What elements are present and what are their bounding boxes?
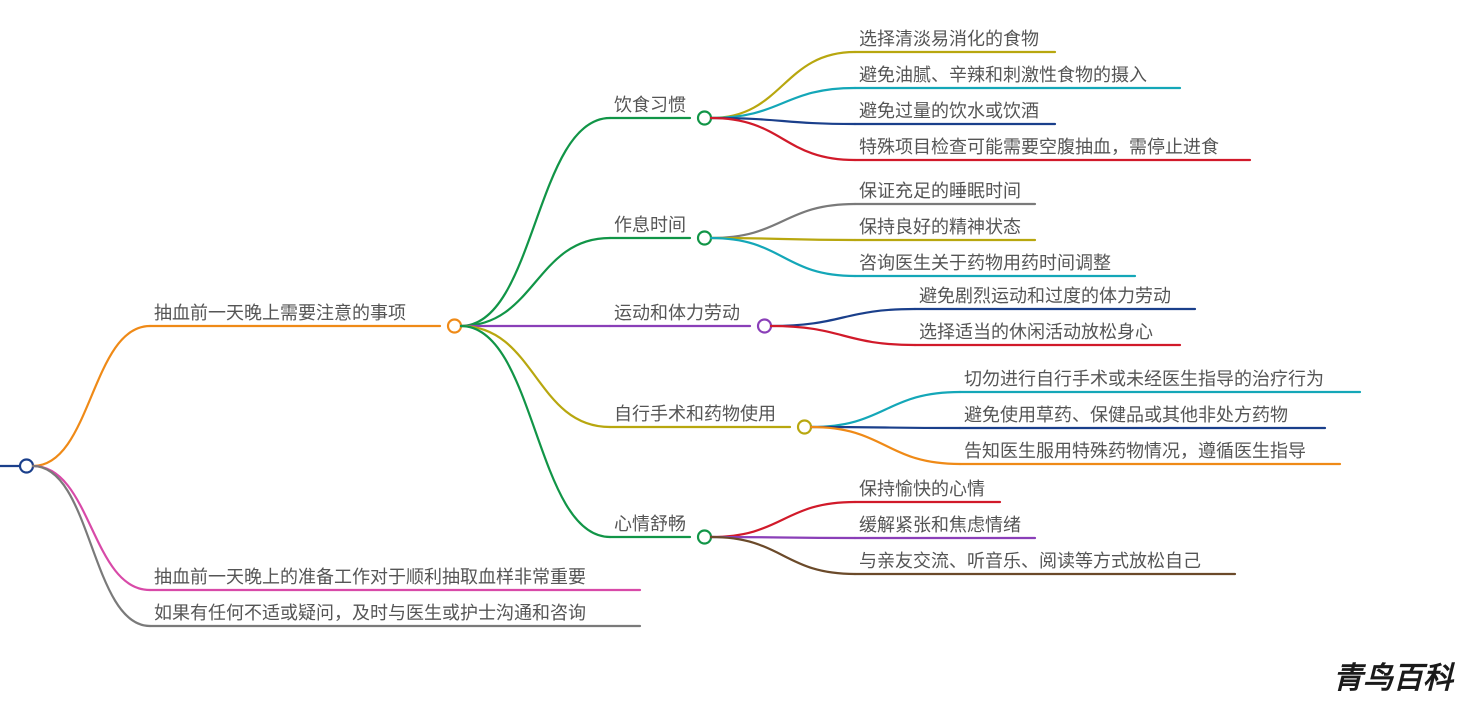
mindmap-canvas: 抽血前一天晚上需要注意的事项 饮食习惯 选择清淡易消化的食物避免油腻、辛辣和刺激性食…: [0, 0, 1483, 715]
edge: [711, 204, 855, 238]
edge: [461, 326, 610, 537]
edge: [33, 466, 150, 590]
node-circle-icon: [698, 232, 711, 245]
node-label: 抽血前一天晚上的准备工作对于顺利抽取血样非常重要: [154, 567, 586, 587]
edge: [33, 466, 150, 626]
node-circle-icon: [698, 112, 711, 125]
node-label: 心情舒畅: [614, 514, 686, 534]
edge: [461, 326, 610, 427]
edge: [711, 537, 855, 574]
node-label: 与亲友交流、听音乐、阅读等方式放松自己: [859, 551, 1201, 571]
node-label: 保持愉快的心情: [859, 479, 985, 499]
node-label: 缓解紧张和焦虑情绪: [859, 515, 1021, 535]
node-label: 饮食习惯: [614, 95, 686, 115]
node-label: 如果有任何不适或疑问，及时与医生或护士沟通和咨询: [154, 603, 586, 623]
node-label: 作息时间: [614, 215, 686, 235]
node-circle-icon: [798, 421, 811, 434]
edge: [811, 427, 960, 464]
edge: [711, 88, 855, 118]
node-label: 避免油腻、辛辣和刺激性食物的摄入: [859, 65, 1147, 85]
node-circle-icon: [448, 320, 461, 333]
edge: [811, 392, 960, 427]
node-label: 自行手术和药物使用: [614, 404, 776, 424]
node-label: 告知医生服用特殊药物情况，遵循医生指导: [964, 441, 1306, 461]
edge: [711, 502, 855, 537]
node-circle-icon: [20, 460, 33, 473]
node-label: 避免剧烈运动和过度的体力劳动: [919, 286, 1171, 306]
watermark: 青鸟百科: [1333, 653, 1453, 697]
node-circle-icon: [698, 531, 711, 544]
node-label: 运动和体力劳动: [614, 303, 740, 323]
edge: [711, 52, 855, 118]
node-circle-icon: [758, 320, 771, 333]
node-label: 选择适当的休闲活动放松身心: [919, 322, 1153, 342]
edge: [771, 326, 915, 345]
edge: [461, 238, 610, 326]
node-label: 避免过量的饮水或饮酒: [859, 101, 1039, 121]
node-label: 特殊项目检查可能需要空腹抽血，需停止进食: [859, 137, 1219, 157]
edge: [711, 238, 855, 276]
node-label: 避免使用草药、保健品或其他非处方药物: [964, 405, 1288, 425]
node-label: 咨询医生关于药物用药时间调整: [859, 253, 1111, 273]
node-label: 保证充足的睡眠时间: [859, 181, 1021, 201]
edge: [33, 326, 150, 466]
edge: [771, 309, 915, 326]
node-label: 选择清淡易消化的食物: [859, 29, 1039, 49]
node-label: 切勿进行自行手术或未经医生指导的治疗行为: [964, 369, 1324, 389]
edge: [461, 118, 610, 326]
node-label: 抽血前一天晚上需要注意的事项: [154, 303, 406, 323]
node-label: 保持良好的精神状态: [859, 217, 1021, 237]
